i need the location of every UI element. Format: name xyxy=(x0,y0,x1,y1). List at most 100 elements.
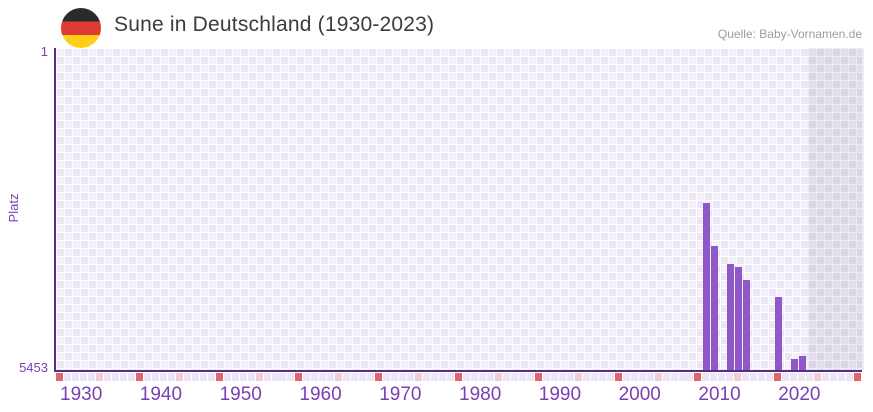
x-tick-label-2010: 2010 xyxy=(698,384,741,405)
x-tick-label-2020: 2020 xyxy=(778,384,821,405)
bar-2016[interactable] xyxy=(743,279,751,370)
year-tick-2012 xyxy=(710,373,718,381)
y-tick-best-rank: 1 xyxy=(40,44,48,59)
year-tick-1938 xyxy=(119,373,127,381)
year-tick-1945 xyxy=(175,373,183,381)
year-tick-1960 xyxy=(295,373,303,381)
year-tick-1950 xyxy=(215,373,223,381)
year-tick-2004 xyxy=(646,373,654,381)
year-tick-1997 xyxy=(590,373,598,381)
bar-2023[interactable] xyxy=(799,355,807,370)
year-tick-1993 xyxy=(558,373,566,381)
year-tick-1951 xyxy=(223,373,231,381)
year-tick-1933 xyxy=(79,373,87,381)
year-tick-1946 xyxy=(183,373,191,381)
year-tick-1985 xyxy=(494,373,502,381)
year-tick-1952 xyxy=(231,373,239,381)
year-tick-1971 xyxy=(383,373,391,381)
year-tick-1956 xyxy=(263,373,271,381)
year-tick-1976 xyxy=(423,373,431,381)
year-tick-1973 xyxy=(399,373,407,381)
year-tick-1992 xyxy=(550,373,558,381)
year-tick-2027 xyxy=(830,373,838,381)
x-tick-label-2000: 2000 xyxy=(618,384,661,405)
year-tick-1969 xyxy=(367,373,375,381)
year-tick-1930 xyxy=(56,373,63,381)
germany-flag-icon xyxy=(61,8,101,48)
bar-2015[interactable] xyxy=(735,266,743,370)
year-tick-2001 xyxy=(622,373,630,381)
year-tick-1966 xyxy=(343,373,351,381)
year-tick-1944 xyxy=(167,373,175,381)
bar-2014[interactable] xyxy=(727,264,735,370)
year-tick-2021 xyxy=(782,373,790,381)
x-tick-label-1980: 1980 xyxy=(459,384,502,405)
year-tick-1991 xyxy=(542,373,550,381)
year-tick-1957 xyxy=(271,373,279,381)
year-tick-2028 xyxy=(838,373,846,381)
year-tick-2023 xyxy=(798,373,806,381)
year-tick-1998 xyxy=(598,373,606,381)
year-tick-1981 xyxy=(463,373,470,381)
year-tick-1948 xyxy=(199,373,207,381)
bar-2022[interactable] xyxy=(791,359,799,370)
year-tick-1978 xyxy=(439,373,446,381)
bar-2020[interactable] xyxy=(775,297,783,370)
year-tick-2000 xyxy=(614,373,622,381)
year-tick-1943 xyxy=(159,373,167,381)
year-tick-1984 xyxy=(486,373,494,381)
year-tick-1940 xyxy=(135,373,143,381)
year-tick-1934 xyxy=(87,373,95,381)
year-tick-1989 xyxy=(526,373,534,381)
year-tick-1953 xyxy=(239,373,247,381)
year-tick-2013 xyxy=(718,373,726,381)
year-tick-1994 xyxy=(566,373,574,381)
year-tick-1942 xyxy=(151,373,159,381)
year-tick-1995 xyxy=(574,373,582,381)
year-tick-1983 xyxy=(479,373,486,381)
x-tick-label-1990: 1990 xyxy=(538,384,582,405)
year-tick-1967 xyxy=(351,373,359,381)
year-tick-1974 xyxy=(407,373,415,381)
x-tick-label-1960: 1960 xyxy=(299,384,342,405)
year-tick-2026 xyxy=(822,373,830,381)
year-tick-strip xyxy=(56,373,862,381)
year-tick-1980 xyxy=(455,373,462,381)
y-tick-worst-rank: 5453 xyxy=(19,360,48,375)
year-tick-2009 xyxy=(686,373,694,381)
year-tick-1972 xyxy=(391,373,399,381)
year-tick-2011 xyxy=(702,373,710,381)
year-tick-2017 xyxy=(750,373,758,381)
year-tick-1965 xyxy=(335,373,343,381)
x-tick-label-1930: 1930 xyxy=(60,384,103,405)
year-tick-1941 xyxy=(143,373,151,381)
year-tick-1990 xyxy=(534,373,542,381)
year-tick-1939 xyxy=(127,373,135,381)
year-tick-2014 xyxy=(726,373,734,381)
x-axis-labels: 1930 1940 1950 1960 1970 1980 1990 2000 2010 2020 xyxy=(56,384,862,408)
year-tick-1982 xyxy=(471,373,478,381)
year-tick-1931 xyxy=(64,373,71,381)
year-tick-1979 xyxy=(447,373,454,381)
year-tick-1977 xyxy=(431,373,439,381)
year-tick-1935 xyxy=(95,373,103,381)
x-tick-label-1970: 1970 xyxy=(379,384,422,405)
year-tick-2003 xyxy=(638,373,646,381)
year-tick-1996 xyxy=(582,373,590,381)
year-tick-2022 xyxy=(790,373,798,381)
year-tick-2024 xyxy=(806,373,814,381)
bar-2011[interactable] xyxy=(703,203,711,370)
year-tick-2006 xyxy=(662,373,670,381)
year-tick-1962 xyxy=(311,373,319,381)
bars-layer xyxy=(56,48,862,370)
year-tick-2029 xyxy=(846,373,853,381)
year-tick-1959 xyxy=(287,373,295,381)
bar-2012[interactable] xyxy=(711,245,719,370)
year-tick-1949 xyxy=(207,373,215,381)
plot-area xyxy=(54,48,864,372)
year-tick-2005 xyxy=(654,373,662,381)
year-tick-2019 xyxy=(766,373,774,381)
x-tick-label-1940: 1940 xyxy=(139,384,183,405)
year-tick-1955 xyxy=(255,373,263,381)
